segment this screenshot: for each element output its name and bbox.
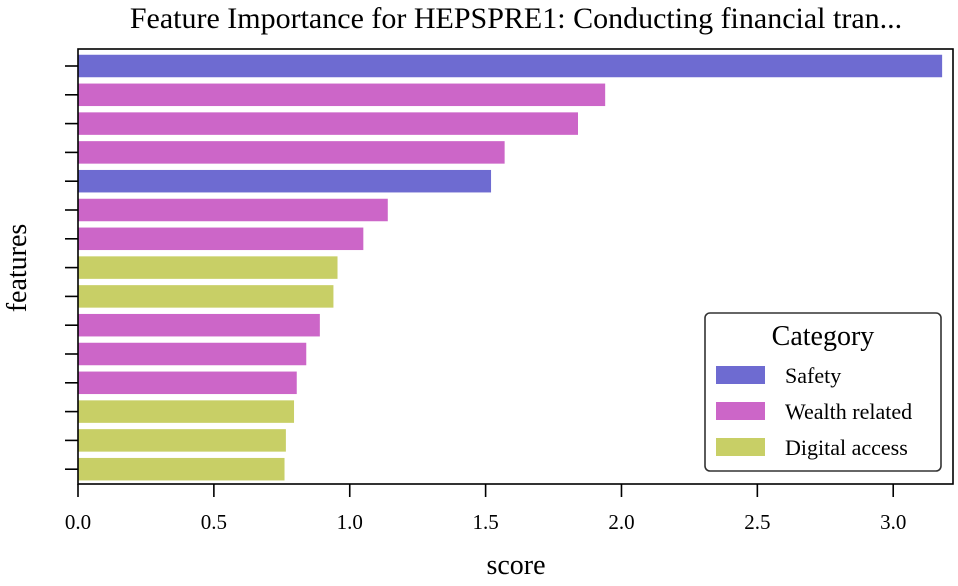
bar [78, 256, 338, 279]
bar [78, 371, 297, 395]
y-axis-ticks [65, 65, 78, 471]
bar [78, 400, 295, 423]
x-tick-label: 2.0 [608, 510, 634, 534]
bar [78, 83, 606, 107]
bar [78, 457, 285, 481]
legend-title: Category [772, 321, 875, 352]
legend-swatch [716, 438, 765, 456]
x-tick-label: 0.5 [201, 510, 227, 534]
bar [78, 198, 388, 222]
bar [78, 141, 505, 164]
bar [78, 112, 578, 135]
x-tick-label: 1.5 [472, 510, 498, 534]
legend-entry-label: Safety [785, 363, 841, 388]
legend-entry-label: Wealth related [785, 399, 912, 424]
legend-swatch [716, 366, 765, 384]
bar [78, 342, 307, 366]
legend: Category Safety Wealth related Digital acc… [704, 312, 942, 472]
y-axis-label: features [2, 224, 33, 313]
bar [78, 169, 492, 193]
x-tick-label: 0.0 [65, 510, 91, 534]
legend-entries: Safety Wealth related Digital access [716, 363, 912, 460]
bar [78, 313, 320, 337]
x-axis-label: score [486, 550, 545, 581]
bar [78, 285, 334, 308]
plot-area-frame [77, 48, 954, 485]
bar [78, 227, 364, 251]
legend-swatch [716, 402, 765, 420]
x-tick-label: 2.5 [744, 510, 770, 534]
x-axis-ticks: 0.0 0.5 1.0 1.5 2.0 2.5 3.0 [65, 484, 906, 534]
legend-frame [704, 312, 942, 472]
bar [78, 54, 943, 78]
x-tick-label: 1.0 [337, 510, 363, 534]
bar [78, 429, 286, 452]
bars-group [78, 54, 943, 481]
legend-entry-label: Digital access [785, 435, 908, 460]
x-tick-label: 3.0 [880, 510, 906, 534]
chart-title: Feature Importance for HEPSPRE1: Conduct… [130, 2, 902, 35]
